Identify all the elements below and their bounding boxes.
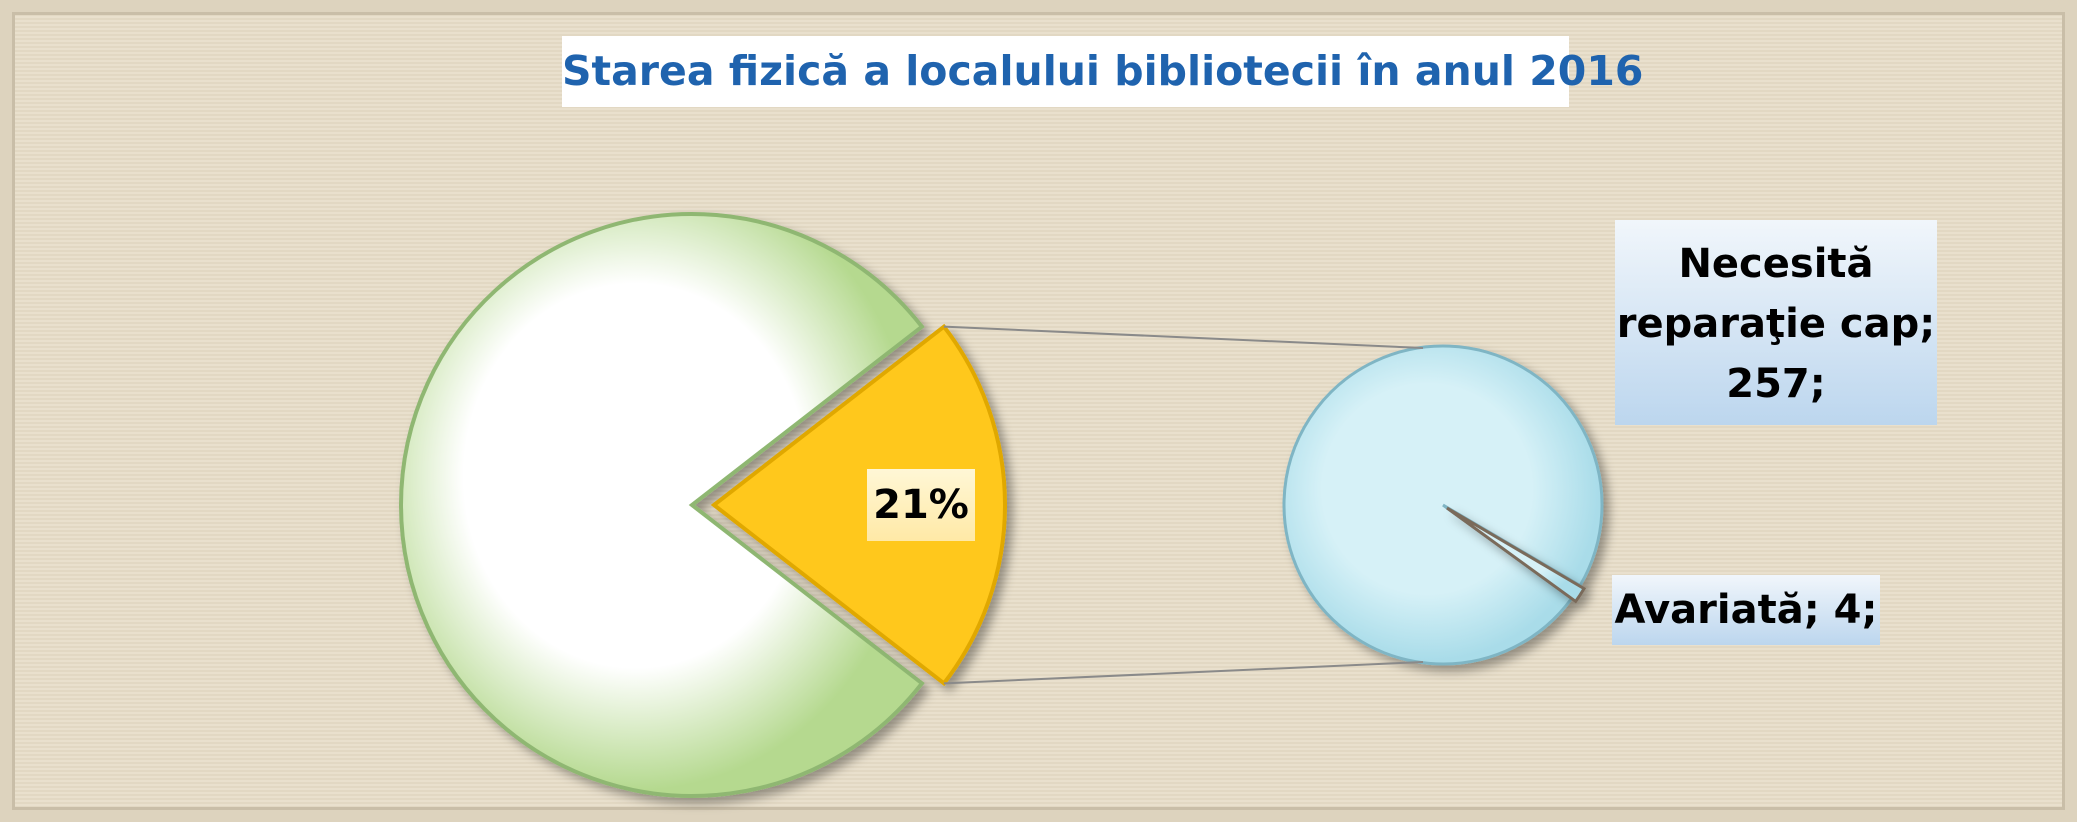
- chart-title: Starea fizică a localului bibliotecii în…: [562, 36, 1569, 107]
- connector-line: [944, 662, 1423, 683]
- pie-slice: [1284, 346, 1602, 664]
- data-label: Avariată; 4;: [1612, 575, 1880, 645]
- connector-line: [944, 327, 1423, 348]
- data-label: Necesită reparaţie cap; 257;: [1615, 220, 1937, 425]
- chart-frame: Starea fizică a localului bibliotecii în…: [0, 0, 2077, 822]
- data-label: 21%: [867, 469, 975, 541]
